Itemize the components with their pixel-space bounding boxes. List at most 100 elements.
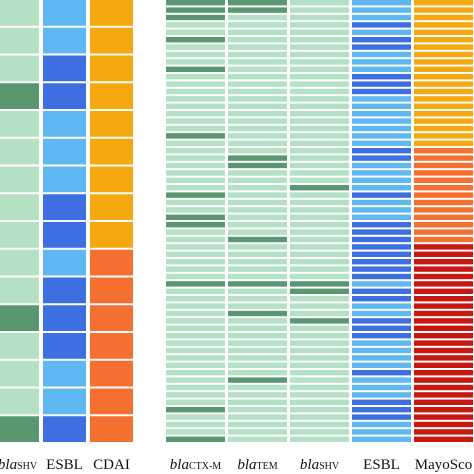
heatmap-cell — [290, 44, 349, 50]
heatmap-cell — [90, 138, 133, 165]
heatmap-cell — [414, 436, 473, 442]
heatmap-cell — [290, 421, 349, 428]
heatmap-cell — [228, 37, 287, 43]
heatmap-cell — [414, 111, 473, 117]
heatmap-cell — [414, 407, 473, 413]
heatmap-cell — [228, 7, 287, 13]
heatmap-cell — [166, 347, 225, 354]
heatmap-cell — [228, 392, 287, 398]
column-labels: blaSHV ESBL CDAI blaCTX-M blaTEM blaSHV ESBL Ma… — [0, 457, 472, 473]
heatmap-cell — [290, 133, 349, 139]
heatmap-cell — [352, 125, 411, 132]
heatmap-cell — [414, 340, 473, 346]
heatmap-cell — [352, 111, 411, 117]
heatmap-cell — [414, 133, 473, 139]
heatmap-cell — [352, 88, 411, 95]
heatmap-cell — [43, 222, 86, 248]
heatmap-cell — [414, 288, 473, 294]
heatmap-cell — [228, 244, 287, 250]
heatmap-cell — [228, 362, 287, 368]
heatmap-cell — [290, 229, 349, 235]
heatmap-cell — [290, 303, 349, 309]
heatmap-cell — [290, 310, 349, 317]
heatmap-cell — [290, 74, 349, 80]
heatmap-cell — [290, 347, 349, 354]
heatmap-cell — [290, 170, 349, 176]
heatmap-cell — [414, 318, 473, 324]
heatmap-cell — [166, 185, 225, 191]
heatmap-cell — [352, 222, 411, 228]
heatmap-cell — [352, 392, 411, 398]
heatmap-cell — [352, 296, 411, 302]
heatmap-cell — [228, 370, 287, 376]
heatmap-cell — [414, 384, 473, 391]
heatmap-cell — [414, 37, 473, 43]
heatmap-cell — [352, 192, 411, 198]
heatmap-cell — [90, 27, 133, 54]
heatmap-cell — [166, 303, 225, 309]
heatmap-cell — [414, 14, 473, 21]
heatmap-cell — [352, 214, 411, 220]
heatmap-cell — [290, 407, 349, 413]
column-label: blaSHV — [300, 457, 340, 473]
heatmap-cell — [414, 251, 473, 257]
heatmap-cell — [352, 22, 411, 28]
heatmap-cell — [166, 88, 225, 95]
heatmap-cell — [166, 251, 225, 257]
heatmap-cell — [414, 362, 473, 368]
heatmap-cell — [290, 207, 349, 213]
heatmap-cell — [166, 14, 225, 21]
heatmap-cell — [43, 388, 86, 415]
heatmap-cell — [166, 355, 225, 361]
heatmap-cell — [290, 399, 349, 405]
heatmap-cell — [228, 347, 287, 354]
heatmap-cell — [414, 222, 473, 228]
heatmap-cell — [414, 429, 473, 435]
heatmap-cell — [166, 310, 225, 317]
heatmap-cell — [90, 55, 133, 82]
heatmap-cell — [414, 0, 473, 6]
heatmap-cell — [166, 281, 225, 287]
heatmap-cell — [290, 185, 349, 191]
heatmap-cell — [414, 51, 473, 58]
heatmap-cell — [414, 155, 473, 161]
heatmap-cell — [0, 83, 39, 109]
heatmap-cell — [414, 96, 473, 102]
heatmap-cell — [228, 303, 287, 309]
heatmap-cell — [290, 81, 349, 87]
heatmap-cell — [166, 66, 225, 72]
heatmap-cell — [414, 140, 473, 146]
heatmap-cell — [228, 407, 287, 413]
heatmap-cell — [352, 310, 411, 317]
heatmap-cell — [90, 0, 133, 26]
heatmap-cell — [290, 318, 349, 324]
heatmap-cell — [352, 29, 411, 35]
heatmap-cell — [352, 74, 411, 80]
heatmap-cell — [166, 118, 225, 124]
heatmap-cell — [0, 388, 39, 415]
heatmap-cell — [352, 273, 411, 280]
heatmap-cell — [166, 399, 225, 405]
heatmap-cell — [290, 199, 349, 206]
heatmap-cell — [166, 207, 225, 213]
heatmap-cell — [414, 281, 473, 287]
heatmap-cell — [0, 194, 39, 220]
heatmap-cell — [352, 236, 411, 243]
heatmap-cell — [290, 103, 349, 109]
heatmap-cell — [352, 303, 411, 309]
heatmap-cell — [228, 66, 287, 72]
heatmap-cell — [166, 81, 225, 87]
heatmap-cell — [290, 51, 349, 58]
heatmap-cell — [43, 83, 86, 109]
heatmap-cell — [166, 37, 225, 43]
heatmap-cell — [352, 44, 411, 50]
heatmap-cell — [290, 429, 349, 435]
heatmap-cell — [166, 318, 225, 324]
heatmap-cell — [414, 185, 473, 191]
heatmap-cell — [228, 222, 287, 228]
heatmap-cell — [90, 360, 133, 387]
column-label: blaSHV — [0, 457, 38, 473]
heatmap-cell — [290, 436, 349, 442]
heatmap-cell — [228, 384, 287, 391]
